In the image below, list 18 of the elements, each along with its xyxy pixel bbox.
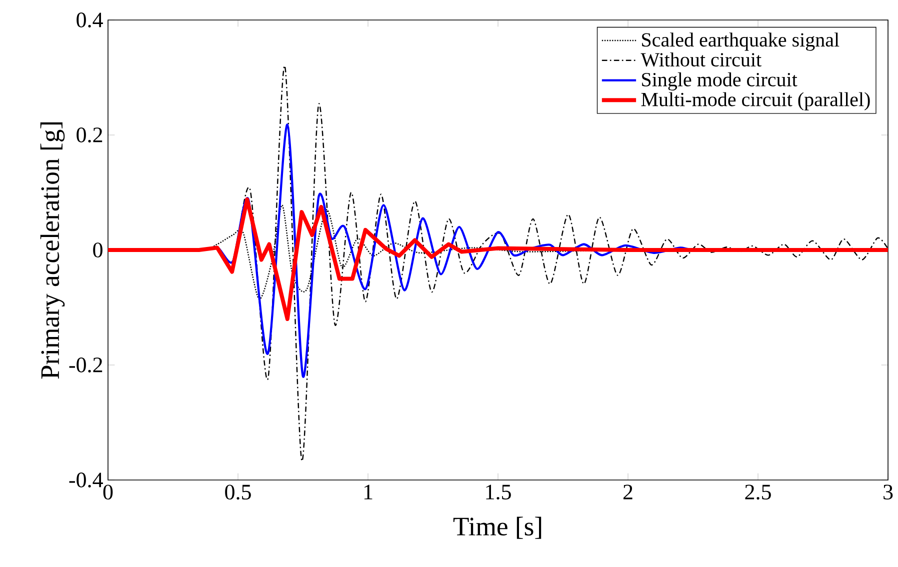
x-tick-label: 0 xyxy=(103,484,113,500)
legend-label: Without circuit xyxy=(640,52,762,67)
x-tick-label: 0.5 xyxy=(225,484,251,500)
y-axis-title: Primary acceleration [g] xyxy=(40,122,65,379)
x-tick-label: 2 xyxy=(623,484,632,500)
legend-label: Multi-mode circuit (parallel) xyxy=(641,92,870,110)
x-tick-label: 3 xyxy=(884,484,893,500)
x-tick-label: 2.5 xyxy=(745,484,771,500)
x-axis-title: Time [s] xyxy=(453,516,542,539)
x-tick-label: 1 xyxy=(364,484,372,500)
y-tick-label: -0.2 xyxy=(69,358,102,372)
x-tick-label: 1.5 xyxy=(486,484,511,500)
y-tick-label: 0.2 xyxy=(76,128,102,142)
legend-label: Scaled earthquake signal xyxy=(642,32,840,51)
y-tick-label: 0.4 xyxy=(76,12,103,28)
y-tick-label: -0.4 xyxy=(69,472,103,488)
legend-label: Single mode circuit xyxy=(642,72,798,91)
y-tick-label: 0 xyxy=(93,242,102,258)
